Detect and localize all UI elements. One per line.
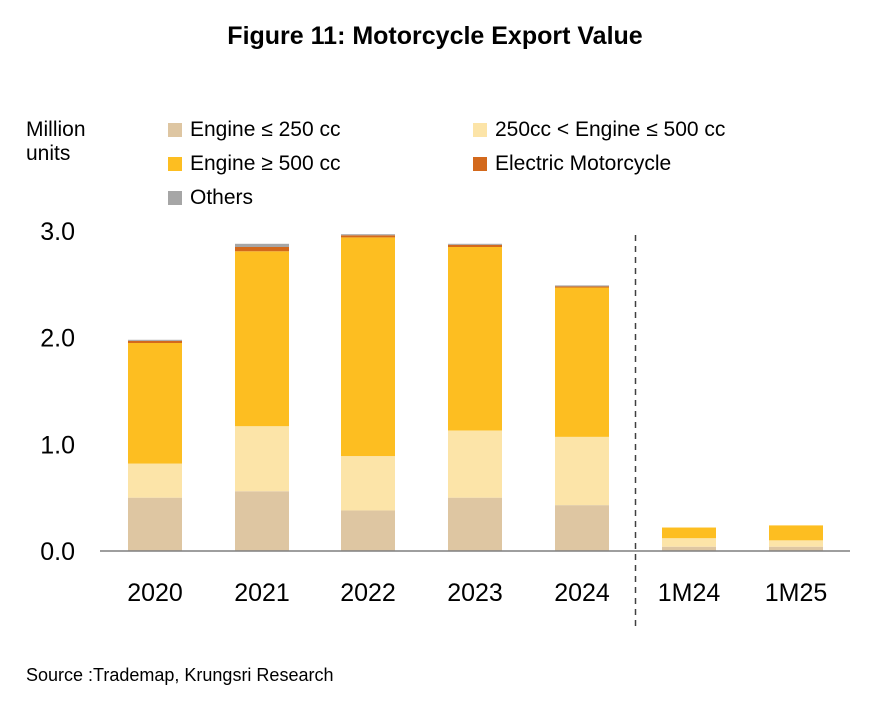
bar-segment [128,343,182,464]
bar-segment [128,340,182,343]
x-tick-label: 2022 [340,579,396,607]
legend-swatch [473,123,487,137]
bar-segment [769,525,823,541]
legend-label: Engine ≤ 250 cc [190,118,341,141]
bar-segment [341,510,395,551]
bar-segment [769,540,823,547]
bar-segment [555,436,609,506]
bar-segment [555,287,609,437]
y-tick-label: 2.0 [40,325,75,353]
bar-segment [235,243,289,247]
bar-segment [235,247,289,252]
chart-title: Figure 11: Motorcycle Export Value [227,22,643,50]
bar-segment [555,286,609,288]
x-tick-label: 1M25 [765,579,828,607]
legend-item-others: Others [168,186,253,210]
x-tick-label: 2020 [127,579,183,607]
x-tick-label: 2021 [234,579,290,607]
bar-segment [448,497,502,551]
bar-segment [235,426,289,492]
bar-segment [235,491,289,551]
bar-segment [235,251,289,427]
bar-segment [448,243,502,245]
bar-segment [341,456,395,511]
y-tick-label: 1.0 [40,431,75,459]
bar-segment [662,538,716,547]
bar-segment [662,546,716,551]
legend-swatch [168,157,182,171]
legend-item-engine-250-500: 250cc < Engine ≤ 500 cc [473,118,725,142]
legend-item-engine-ge-500: Engine ≥ 500 cc [168,152,340,176]
bar-segment [555,285,609,287]
legend-swatch [168,191,182,205]
legend-item-engine-le-250: Engine ≤ 250 cc [168,118,340,142]
legend-swatch [473,157,487,171]
bar-segment [341,235,395,238]
bar-segment [448,247,502,431]
bar-segment [341,234,395,236]
legend-item-electric-motorcycle: Electric Motorcycle [473,152,671,176]
legend-label: Engine ≥ 500 cc [190,152,341,175]
x-tick-label: 2023 [447,579,503,607]
legend-label: Electric Motorcycle [495,152,672,175]
x-tick-label: 2024 [554,579,610,607]
y-tick-label: 3.0 [40,218,75,246]
bar-segment [555,505,609,551]
source-note: Source :Trademap, Krungsri Research [26,665,334,685]
y-axis-unit-line-1: Million [26,118,86,141]
bar-segment [128,339,182,341]
bar-segment [662,527,716,539]
y-tick-label: 0.0 [40,538,75,566]
legend-label: Others [190,186,254,209]
legend-label: 250cc < Engine ≤ 500 cc [495,118,726,141]
bar-segment [769,546,823,551]
bar-segment [448,244,502,247]
bar-segment [341,237,395,457]
x-tick-label: 1M24 [658,579,721,607]
bar-segment [128,497,182,551]
bar-segment [128,463,182,498]
y-axis-unit-line-2: units [26,142,71,165]
legend-swatch [168,123,182,137]
y-axis-unit-label: Million units [26,118,136,166]
bar-segment [448,430,502,498]
